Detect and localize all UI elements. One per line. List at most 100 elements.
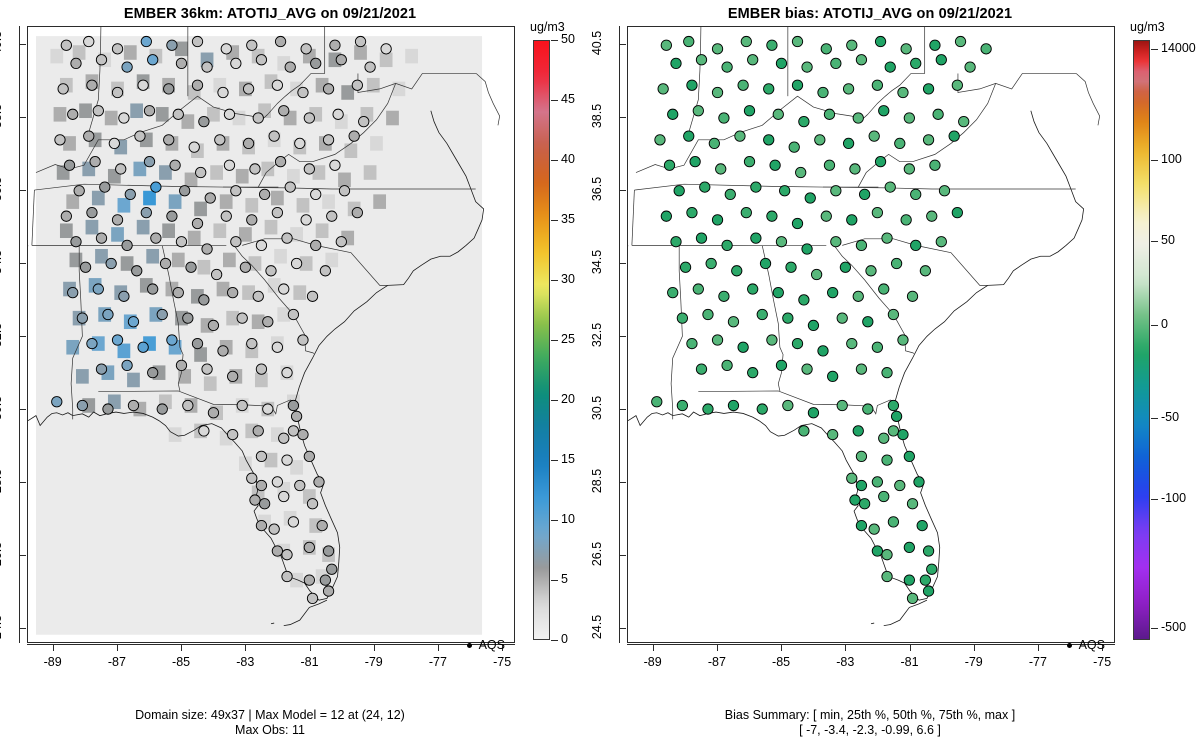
aqs-site-marker[interactable] [711,334,724,346]
aqs-site-marker[interactable] [654,134,666,146]
aqs-site-marker[interactable] [705,257,717,270]
aqs-site-marker[interactable] [750,181,762,193]
aqs-site-marker[interactable] [278,283,290,295]
aqs-site-marker[interactable] [846,39,858,51]
aqs-site-marker[interactable] [855,450,868,463]
aqs-site-marker[interactable] [922,134,935,146]
aqs-site-marker[interactable] [188,141,200,153]
aqs-site-marker[interactable] [695,232,708,244]
aqs-site-marker[interactable] [935,54,947,66]
aqs-site-marker[interactable] [156,308,168,321]
aqs-site-marker[interactable] [862,316,874,328]
aqs-site-marker[interactable] [830,185,842,197]
aqs-site-marker[interactable] [711,214,724,226]
bias-map-plot[interactable] [627,26,1115,643]
aqs-site-marker[interactable] [220,43,232,55]
aqs-site-marker[interactable] [124,188,136,200]
aqs-site-marker[interactable] [900,43,912,55]
aqs-site-marker[interactable] [871,545,884,557]
aqs-site-marker[interactable] [287,516,300,528]
aqs-site-marker[interactable] [290,257,303,270]
aqs-site-marker[interactable] [715,163,727,175]
aqs-site-marker[interactable] [351,206,363,219]
aqs-site-marker[interactable] [922,585,935,597]
aqs-site-marker[interactable] [791,79,804,91]
aqs-site-marker[interactable] [236,312,248,324]
aqs-site-marker[interactable] [150,232,162,244]
aqs-site-marker[interactable] [246,214,258,226]
aqs-site-marker[interactable] [878,432,890,444]
aqs-site-marker[interactable] [121,61,133,73]
aqs-site-marker[interactable] [948,130,960,142]
aqs-site-marker[interactable] [150,181,162,193]
aqs-site-marker[interactable] [303,541,315,554]
aqs-site-marker[interactable] [143,156,156,168]
aqs-site-marker[interactable] [871,206,884,219]
aqs-site-marker[interactable] [881,232,893,244]
aqs-site-marker[interactable] [801,243,813,255]
aqs-site-marker[interactable] [910,239,922,252]
aqs-site-marker[interactable] [804,192,816,204]
aqs-site-marker[interactable] [111,334,124,346]
aqs-site-marker[interactable] [935,236,947,248]
aqs-site-marker[interactable] [881,454,893,466]
aqs-site-marker[interactable] [207,319,220,332]
aqs-site-marker[interactable] [791,35,804,48]
aqs-site-marker[interactable] [737,79,749,91]
aqs-site-marker[interactable] [823,159,836,171]
aqs-site-marker[interactable] [159,257,172,270]
aqs-site-marker[interactable] [954,35,967,48]
aqs-site-marker[interactable] [220,210,232,222]
aqs-site-marker[interactable] [354,35,367,48]
aqs-site-marker[interactable] [143,105,156,117]
aqs-site-marker[interactable] [737,341,749,353]
aqs-site-marker[interactable] [306,290,319,302]
aqs-site-marker[interactable] [926,210,938,222]
aqs-site-marker[interactable] [910,57,922,70]
aqs-site-marker[interactable] [964,61,976,73]
aqs-site-markers[interactable] [651,35,992,604]
aqs-site-marker[interactable] [338,185,351,197]
aqs-site-marker[interactable] [156,403,168,415]
aqs-site-marker[interactable] [111,214,124,226]
aqs-site-marker[interactable] [699,181,711,193]
aqs-site-marker[interactable] [236,399,248,412]
aqs-site-marker[interactable] [881,549,893,561]
aqs-site-marker[interactable] [894,479,906,492]
aqs-site-marker[interactable] [51,396,63,408]
aqs-site-marker[interactable] [175,236,188,248]
aqs-site-marker[interactable] [163,134,175,146]
aqs-site-marker[interactable] [791,217,804,230]
aqs-site-marker[interactable] [172,108,184,120]
aqs-site-marker[interactable] [772,108,784,120]
aqs-site-marker[interactable] [76,399,89,412]
aqs-site-marker[interactable] [692,283,704,295]
aqs-site-marker[interactable] [827,370,839,382]
aqs-site-marker[interactable] [686,337,698,350]
aqs-site-marker[interactable] [747,367,759,379]
aqs-site-marker[interactable] [663,159,676,171]
aqs-site-marker[interactable] [903,450,915,463]
aqs-site-marker[interactable] [785,261,797,273]
aqs-site-marker[interactable] [849,494,861,506]
aqs-site-marker[interactable] [67,108,79,120]
aqs-site-marker[interactable] [140,206,152,219]
aqs-site-marker[interactable] [795,166,807,179]
aqs-site-marker[interactable] [855,54,868,66]
aqs-site-marker[interactable] [788,141,800,153]
aqs-site-marker[interactable] [711,86,724,99]
aqs-site-marker[interactable] [830,57,842,70]
aqs-site-marker[interactable] [721,61,733,73]
aqs-site-marker[interactable] [878,283,890,295]
aqs-site-marker[interactable] [836,399,848,412]
aqs-site-marker[interactable] [871,341,884,353]
aqs-site-marker[interactable] [319,574,332,586]
aqs-site-marker[interactable] [201,363,213,375]
aqs-site-marker[interactable] [852,425,864,437]
aqs-site-marker[interactable] [926,563,938,575]
aqs-site-marker[interactable] [274,35,287,48]
aqs-site-marker[interactable] [890,257,903,270]
aqs-site-marker[interactable] [217,86,229,99]
aqs-site-marker[interactable] [351,79,363,91]
aqs-site-marker[interactable] [702,403,714,415]
